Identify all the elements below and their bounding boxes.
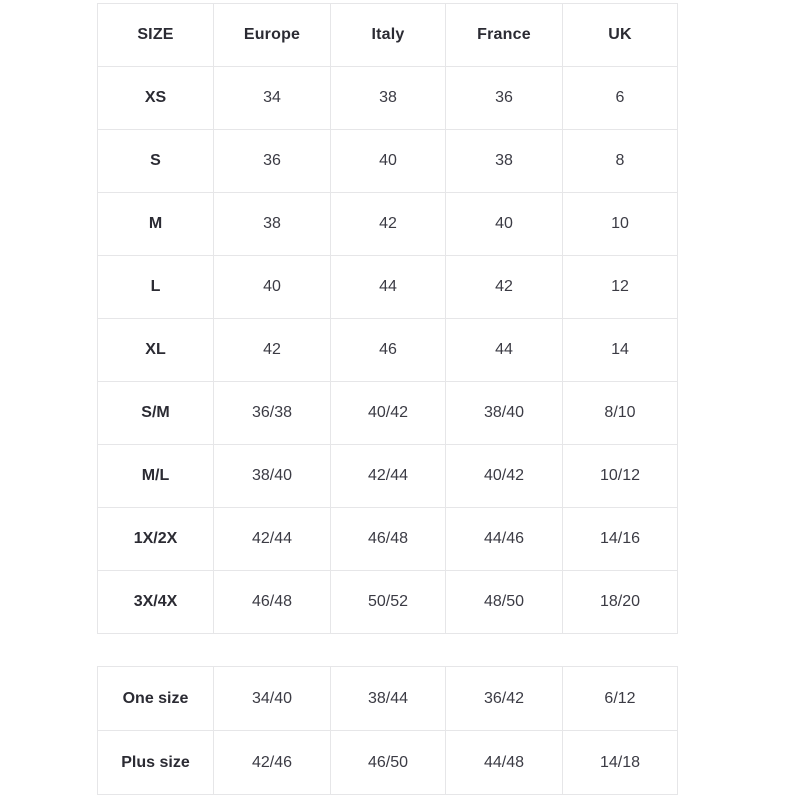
cell-italy: 46/48 — [330, 507, 446, 571]
table-header: SIZE Europe Italy France UK — [97, 3, 678, 67]
cell-france: 42 — [445, 255, 563, 319]
table-row: XS 34 38 36 6 — [97, 66, 678, 130]
table-row: Plus size 42/46 46/50 44/48 14/18 — [97, 730, 678, 795]
cell-uk: 8/10 — [562, 381, 678, 445]
row-label: L — [97, 255, 214, 319]
cell-france: 38/40 — [445, 381, 563, 445]
table-row: S 36 40 38 8 — [97, 129, 678, 193]
cell-uk: 18/20 — [562, 570, 678, 634]
row-label: M — [97, 192, 214, 256]
column-header-france: France — [445, 3, 563, 67]
table-row: One size 34/40 38/44 36/42 6/12 — [97, 666, 678, 731]
cell-uk: 6/12 — [562, 666, 678, 731]
table-row: XL 42 46 44 14 — [97, 318, 678, 382]
cell-italy: 42 — [330, 192, 446, 256]
standard-size-table-body: XS 34 38 36 6 S 36 40 38 8 M 38 42 40 10 — [97, 66, 678, 634]
row-label: 1X/2X — [97, 507, 214, 571]
cell-france: 40 — [445, 192, 563, 256]
cell-italy: 38/44 — [330, 666, 446, 731]
cell-europe: 34 — [213, 66, 331, 130]
cell-europe: 38 — [213, 192, 331, 256]
cell-italy: 46/50 — [330, 730, 446, 795]
cell-europe: 46/48 — [213, 570, 331, 634]
table-row: S/M 36/38 40/42 38/40 8/10 — [97, 381, 678, 445]
cell-europe: 36 — [213, 129, 331, 193]
cell-europe: 38/40 — [213, 444, 331, 508]
table-row: 1X/2X 42/44 46/48 44/46 14/16 — [97, 507, 678, 571]
cell-uk: 14/16 — [562, 507, 678, 571]
cell-uk: 12 — [562, 255, 678, 319]
row-label: S — [97, 129, 214, 193]
row-label: M/L — [97, 444, 214, 508]
column-header-italy: Italy — [330, 3, 446, 67]
cell-europe: 42 — [213, 318, 331, 382]
cell-italy: 44 — [330, 255, 446, 319]
cell-uk: 10/12 — [562, 444, 678, 508]
column-header-uk: UK — [562, 3, 678, 67]
row-label: XS — [97, 66, 214, 130]
column-header-europe: Europe — [213, 3, 331, 67]
cell-italy: 50/52 — [330, 570, 446, 634]
cell-italy: 40/42 — [330, 381, 446, 445]
cell-france: 38 — [445, 129, 563, 193]
cell-france: 48/50 — [445, 570, 563, 634]
row-label: S/M — [97, 381, 214, 445]
cell-italy: 40 — [330, 129, 446, 193]
cell-europe: 34/40 — [213, 666, 331, 731]
cell-italy: 46 — [330, 318, 446, 382]
cell-europe: 36/38 — [213, 381, 331, 445]
table-row: M 38 42 40 10 — [97, 192, 678, 256]
cell-italy: 42/44 — [330, 444, 446, 508]
cell-france: 36 — [445, 66, 563, 130]
cell-uk: 8 — [562, 129, 678, 193]
row-label: Plus size — [97, 730, 214, 795]
cell-uk: 14 — [562, 318, 678, 382]
cell-france: 40/42 — [445, 444, 563, 508]
cell-italy: 38 — [330, 66, 446, 130]
row-label: XL — [97, 318, 214, 382]
cell-france: 36/42 — [445, 666, 563, 731]
table-row: 3X/4X 46/48 50/52 48/50 18/20 — [97, 570, 678, 634]
table-row: M/L 38/40 42/44 40/42 10/12 — [97, 444, 678, 508]
cell-europe: 42/44 — [213, 507, 331, 571]
cell-uk: 14/18 — [562, 730, 678, 795]
cell-france: 44/46 — [445, 507, 563, 571]
cell-france: 44 — [445, 318, 563, 382]
column-header-size: SIZE — [97, 3, 214, 67]
row-label: 3X/4X — [97, 570, 214, 634]
cell-france: 44/48 — [445, 730, 563, 795]
cell-uk: 6 — [562, 66, 678, 130]
table-row: L 40 44 42 12 — [97, 255, 678, 319]
universal-size-table: One size 34/40 38/44 36/42 6/12 Plus siz… — [97, 666, 678, 795]
standard-size-table: SIZE Europe Italy France UK XS 34 38 36 … — [97, 3, 678, 634]
row-label: One size — [97, 666, 214, 731]
cell-europe: 42/46 — [213, 730, 331, 795]
table-header-row: SIZE Europe Italy France UK — [97, 3, 678, 67]
cell-europe: 40 — [213, 255, 331, 319]
universal-size-table-body: One size 34/40 38/44 36/42 6/12 Plus siz… — [97, 666, 678, 795]
cell-uk: 10 — [562, 192, 678, 256]
